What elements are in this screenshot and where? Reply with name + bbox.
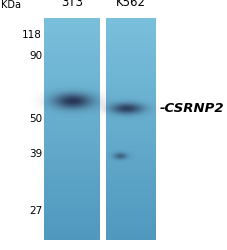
Text: 39: 39: [29, 149, 42, 159]
Text: 3T3: 3T3: [61, 0, 83, 10]
Text: -CSRNP2: -CSRNP2: [159, 102, 223, 115]
Text: KDa: KDa: [1, 0, 21, 10]
Text: K562: K562: [115, 0, 145, 10]
Text: 27: 27: [29, 206, 42, 216]
Text: 90: 90: [29, 51, 42, 61]
Text: 118: 118: [22, 30, 42, 40]
Text: 50: 50: [29, 114, 42, 124]
